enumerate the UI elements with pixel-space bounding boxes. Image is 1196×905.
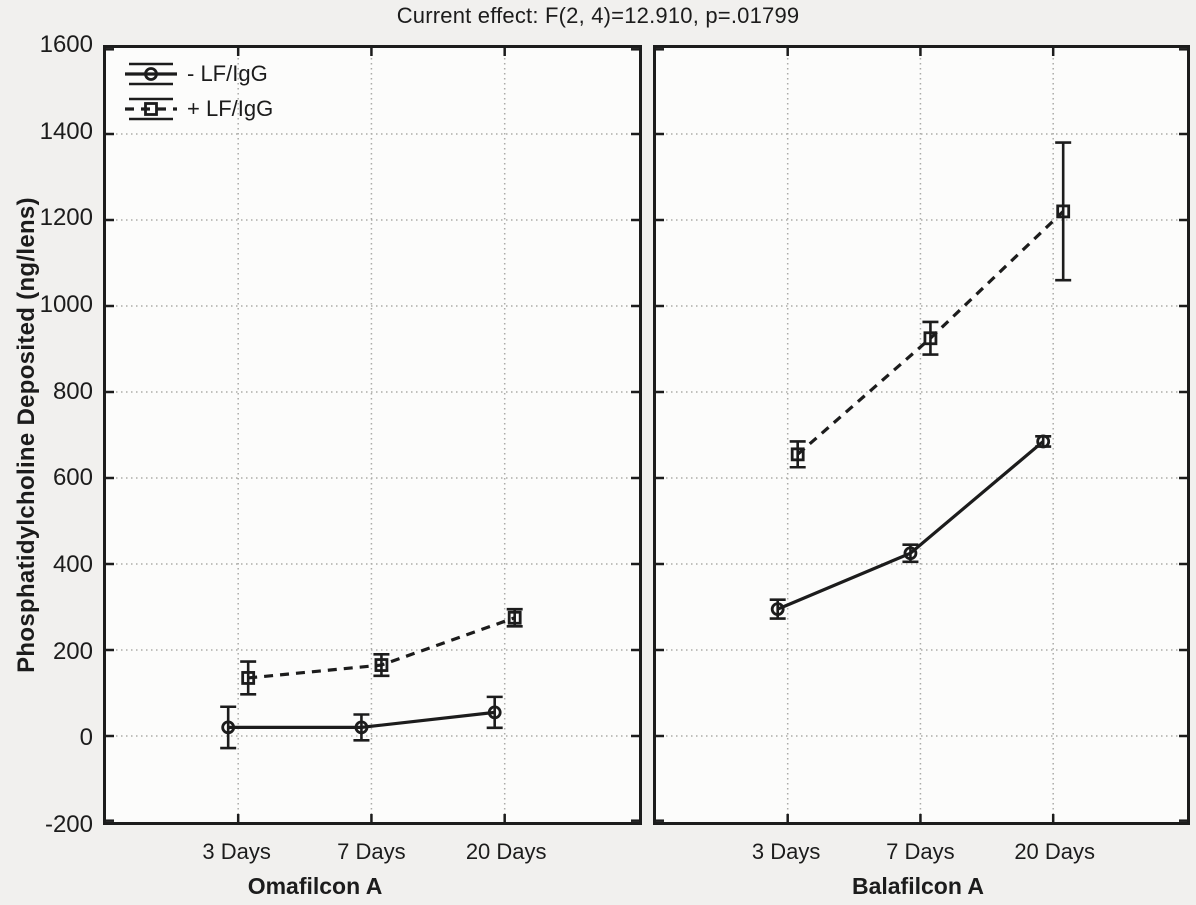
x-tick-label: 7 Days	[886, 839, 955, 864]
y-tick-label: 800	[52, 377, 93, 405]
x-tick-label: 20 Days	[465, 839, 547, 864]
y-tick-label: 600	[52, 464, 93, 492]
x-tick-label: 3 Days	[751, 839, 821, 864]
y-tick-label: 200	[52, 637, 93, 665]
right-panel-plot	[656, 48, 1187, 822]
right-panel	[653, 45, 1190, 825]
y-tick-label: 1400	[39, 117, 93, 145]
x-tick-label: 20 Days	[1014, 839, 1096, 864]
right-panel-x-tick-labels: 3 Days 7 Days 20 Days	[653, 839, 1190, 869]
left-panel-plot	[106, 48, 639, 822]
left-panel-title: Omafilcon A	[247, 873, 383, 899]
chart-title: Current effect: F(2, 4)=12.910, p=.01799	[396, 3, 800, 28]
legend-entry-plus-lfigg: + LF/IgG	[125, 91, 273, 126]
left-panel	[103, 45, 642, 825]
legend-label: + LF/IgG	[187, 95, 274, 121]
right-panel-title: Balafilcon A	[851, 873, 985, 899]
y-tick-label: 400	[52, 551, 93, 578]
y-tick-label: 1000	[39, 291, 93, 318]
legend-label: - LF/IgG	[187, 60, 268, 86]
y-tick-label: 1200	[39, 204, 93, 232]
legend-sample-dashed-square-icon	[125, 97, 177, 120]
y-tick-label: -200	[44, 811, 93, 838]
legend: - LF/IgG + LF/IgG	[125, 56, 273, 126]
y-axis-tick-labels: 1600 1400 1200 1000 800 600 400 200 0 -200	[0, 31, 97, 838]
legend-sample-solid-circle-icon	[125, 62, 177, 85]
left-panel-x-tick-labels: 3 Days 7 Days 20 Days	[103, 839, 642, 869]
y-tick-label: 1600	[39, 31, 93, 58]
x-tick-label: 3 Days	[202, 839, 271, 864]
y-tick-label: 0	[79, 724, 93, 752]
x-tick-label: 7 Days	[337, 839, 406, 864]
legend-entry-minus-lfigg: - LF/IgG	[125, 56, 273, 91]
